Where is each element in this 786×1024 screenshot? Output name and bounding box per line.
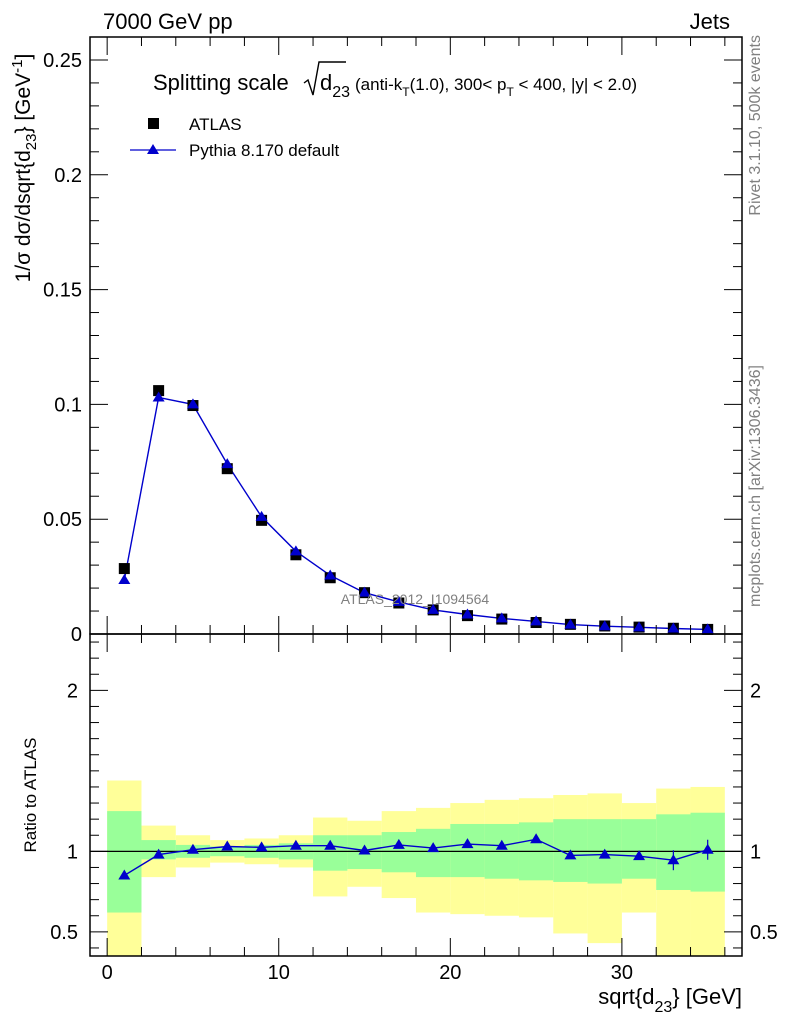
plot-title-cuts: (anti-kT(1.0), 300< pT < 400, |y| < 2.0) [355, 75, 637, 99]
ratio-line [123, 838, 708, 877]
ratio-y-tick-label: 0.5 [50, 922, 78, 944]
rivet-label: Rivet 3.1.10, 500k events [747, 35, 764, 216]
ratio-y-tick-label-right: 1 [750, 841, 761, 863]
legend-marker-atlas [148, 118, 159, 129]
pythia-point [461, 608, 474, 619]
ratio-point [461, 838, 474, 849]
pythia-point [221, 458, 234, 469]
ratio-point [564, 849, 577, 860]
ratio-point [530, 833, 543, 844]
ratio-point [701, 843, 714, 854]
header-right: Jets [690, 9, 730, 34]
plot-title-d: d23 [320, 70, 350, 101]
ratio-point [289, 839, 302, 850]
pythia-point [427, 603, 440, 614]
ratio-point [221, 840, 234, 851]
ratio-point [255, 841, 268, 852]
watermark: ATLAS_2012_I1094564 [341, 591, 490, 607]
pythia-point [701, 623, 714, 634]
ratio-plot: 0.5 0.51 12 20 10 20 30 Ratio to ATLAS sqrt{d2… [21, 633, 778, 1016]
ratio-y-tick-label: 1 [67, 841, 78, 863]
uncertainty-band-inner [450, 823, 485, 878]
source-label: mcplots.cern.ch [arXiv:1306.3436] [747, 365, 764, 607]
ratio-point [186, 843, 199, 854]
pythia-point [152, 391, 165, 402]
legend: ATLAS Pythia 8.170 default [130, 115, 340, 160]
main-y-tick-label: 0.15 [43, 280, 82, 302]
x-tick-label: 20 [439, 962, 461, 984]
ratio-point [667, 854, 680, 865]
ratio-y-tick-label-right: 0.5 [750, 922, 778, 944]
header-left: 7000 GeV pp [103, 9, 233, 34]
pythia-point [564, 618, 577, 629]
pythia-point [530, 615, 543, 626]
legend-label-pythia: Pythia 8.170 default [189, 141, 340, 160]
main-y-tick-label: 0.25 [43, 50, 82, 72]
ratio-point [152, 848, 165, 859]
pythia-point [667, 622, 680, 633]
main-y-tick-label: 0.05 [43, 509, 82, 531]
pythia-point [118, 574, 131, 585]
legend-label-atlas: ATLAS [189, 115, 242, 134]
main-plot-ticks: 0 0.05 0.1 0.15 0.2 0.25 [43, 37, 742, 646]
uncertainty-band-inner [416, 828, 451, 878]
atlas-point [153, 385, 165, 397]
main-y-tick-label: 0.1 [54, 394, 82, 416]
atlas-point [221, 463, 233, 475]
main-y-tick-label: 0.2 [54, 165, 82, 187]
ratio-point [598, 848, 611, 859]
x-tick-label: 0 [102, 962, 113, 984]
pythia-point [598, 620, 611, 631]
ratio-y-tick-label-right: 2 [750, 680, 761, 702]
main-y-axis-label: 1/σ dσ/dsqrt{d23} [GeV-1] [9, 54, 40, 283]
atlas-point [118, 563, 130, 575]
pythia-point [392, 595, 405, 606]
plot-title-text: Splitting scale [153, 70, 289, 95]
pythia-point [358, 586, 371, 597]
x-axis-label: sqrt{d23} [GeV] [598, 984, 742, 1016]
ratio-point [118, 869, 131, 880]
pythia-point [186, 398, 199, 409]
ratio-point [324, 839, 337, 850]
ratio-plot-ticks: 0.5 0.51 12 20 10 20 30 [50, 634, 778, 984]
ratio-y-axis-label: Ratio to ATLAS [21, 738, 40, 853]
ratio-point [358, 844, 371, 855]
ratio-y-tick-label: 2 [67, 680, 78, 702]
plot-title: Splitting scale d23 (anti-kT(1.0), 300< … [153, 61, 637, 101]
uncertainty-band-inner [621, 819, 657, 879]
legend-marker-pythia [147, 144, 159, 154]
ratio-point [495, 839, 508, 850]
ratio-plot-marks [90, 780, 742, 956]
pythia-point [289, 545, 302, 556]
uncertainty-band-inner [381, 832, 416, 873]
main-y-tick-label: 0 [71, 624, 82, 646]
pythia-point [633, 621, 646, 632]
pythia-point [495, 612, 508, 623]
pythia-point [255, 510, 268, 521]
main-plot-frame [89, 36, 743, 635]
main-plot-marks [118, 385, 714, 635]
sqrt-symbol [303, 61, 346, 96]
ratio-point [633, 850, 646, 861]
x-tick-label: 10 [268, 962, 290, 984]
pythia-line [123, 396, 708, 631]
main-plot: 00.050.10.150.20.25 ATLAS_2012_I1094564 … [9, 36, 743, 646]
ratio-point [427, 842, 440, 853]
pythia-point [324, 569, 337, 580]
uncertainty-band-inner [107, 811, 142, 913]
ratio-point [392, 838, 405, 849]
x-tick-label: 30 [611, 962, 633, 984]
